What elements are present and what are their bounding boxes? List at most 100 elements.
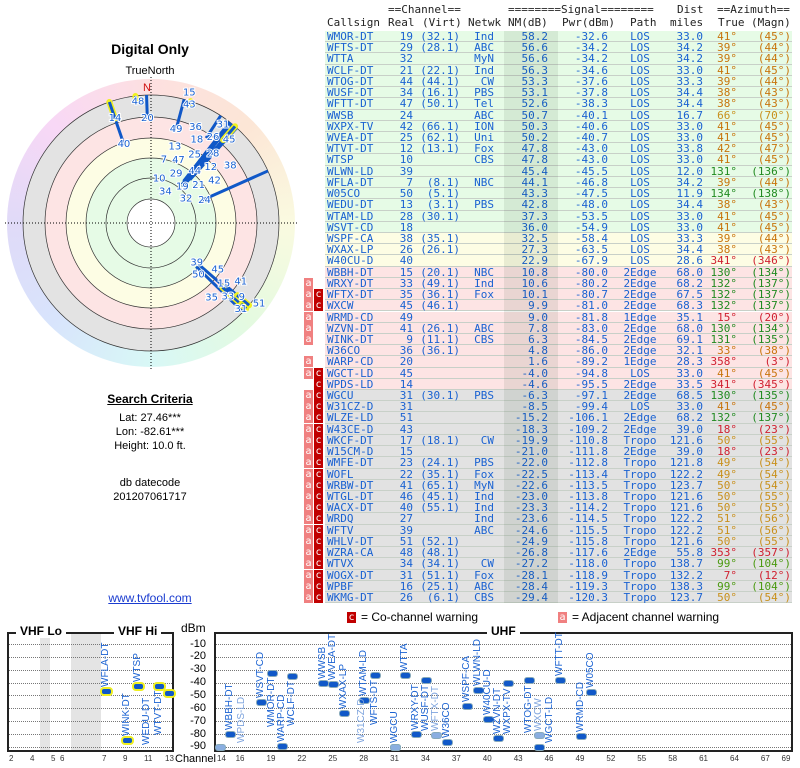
table-row[interactable]: WLZE-LD 51 -15.2 -106.1 2Edge 68.2 132° (137°) <box>325 411 792 425</box>
adjacent-channel-flag: a <box>304 535 313 547</box>
table-row[interactable]: WVEA-DT 25 (62.1) Uni 50.2 -40.7 LOS 33.0 41° (45… <box>325 131 792 144</box>
db-datecode-value: 201207061717 <box>113 491 187 503</box>
vhf-gap-band <box>40 634 50 750</box>
station-bearing-line <box>224 125 237 138</box>
table-row[interactable]: W31CZ-D 31 -8.5 -99.4 LOS 33.0 41° (45°) <box>325 401 792 413</box>
real-channel: 9 <box>406 332 413 346</box>
header-path: Path <box>630 16 657 29</box>
table-row[interactable]: WWSB 24 ABC 50.7 -40.1 LOS 16.7 66° (70°) <box>325 109 792 121</box>
table-row[interactable]: WLWN-LD 39 45.4 -45.5 LOS 12.0 131° (136°) <box>325 164 792 178</box>
table-row[interactable]: WMOR-DT 19 (32.1) Ind 58.2 -32.6 LOS 33.0 41° (45… <box>325 30 792 43</box>
table-row[interactable]: WRMD-CD 49 9.0 -81.8 1Edge 35.1 15° (20°) <box>325 311 792 323</box>
path-type: LOS <box>630 74 650 88</box>
co-channel-flag: c <box>314 535 323 547</box>
table-row[interactable]: WUSF-DT 34 (16.1) PBS 53.1 -37.8 LOS 34.4 38° (43… <box>325 87 792 99</box>
signal-bar-label: WMOR-DT <box>265 677 277 728</box>
path-type: LOS <box>630 41 650 55</box>
table-row[interactable]: WOGX-DT 31 (51.1) Fox -28.1 -118.9 Tropo 132.2 7… <box>325 569 792 581</box>
table-row[interactable]: WEDU-DT 13 (3.1) PBS 42.8 -48.0 LOS 34.4 38° (43°… <box>325 199 792 211</box>
table-row[interactable]: WZVN-DT 41 (26.1) ABC 7.8 -83.0 2Edge 68.0 130° (… <box>325 322 792 334</box>
table-row[interactable]: WXPX-TV 42 (66.1) ION 50.3 -40.6 LOS 33.0 41° (45… <box>325 120 792 132</box>
search-criteria-heading: Search Criteria <box>107 392 193 406</box>
signal-bar <box>319 680 328 686</box>
co-channel-flag: c <box>314 524 323 536</box>
azimuth-true: 50° <box>717 478 737 492</box>
table-row[interactable]: WTVT-DT 12 (13.1) Fox 47.8 -43.0 LOS 33.8 42° (47… <box>325 143 792 155</box>
table-row[interactable]: WTVX 34 (34.1) CW -27.2 -118.0 Tropo 138.7 99° (1… <box>325 557 792 571</box>
table-row[interactable]: WFLA-DT 7 (8.1) NBC 44.1 -46.8 LOS 34.2 39° (44°) <box>325 175 792 189</box>
path-type: 2Edge <box>623 445 657 459</box>
table-row[interactable]: WTAM-LD 28 (30.1) 37.3 -53.5 LOS 33.0 41° (45°) <box>325 210 792 222</box>
azimuth-true: 50° <box>717 433 737 447</box>
path-type: Tropo <box>623 523 657 537</box>
path-type: LOS <box>630 164 650 178</box>
table-row[interactable]: WXAX-LP 26 (26.1) 27.3 -63.5 LOS 34.4 38° (43°) <box>325 244 792 256</box>
signal-bar <box>165 690 174 696</box>
station-channel-label: 48 <box>132 97 145 108</box>
network: NBC <box>474 175 494 189</box>
table-row[interactable]: WZRA-CA 48 (48.1) -26.8 -117.6 2Edge 55.8 353° (… <box>325 547 792 559</box>
table-row[interactable]: WTOG-DT 44 (44.1) CW 53.3 -37.6 LOS 33.3 39° (44°… <box>325 74 792 88</box>
table-row[interactable]: W43CE-D 43 -18.3 -109.2 2Edge 39.0 18° (23°) <box>325 422 792 436</box>
station-callsign: WGCU <box>327 389 354 403</box>
real-channel: 15 <box>399 265 413 279</box>
power-dbm: -32.6 <box>574 30 608 43</box>
table-row[interactable]: WKCF-DT 17 (18.1) CW -19.9 -110.8 Tropo 121.6 50… <box>325 433 792 447</box>
header-magn: (Magn) <box>751 16 791 29</box>
table-row[interactable]: W40CU-D 40 22.9 -67.9 LOS 28.6 341° (346°) <box>325 255 792 267</box>
table-row[interactable]: WFTS-DT 29 (28.1) ABC 56.6 -34.2 LOS 34.2 39° (44… <box>325 41 792 55</box>
signal-bar-label: WRXY-DT <box>409 684 421 731</box>
table-row[interactable]: WSPF-CA 38 (35.1) 32.5 -58.4 LOS 33.3 39° (44°) <box>325 231 792 245</box>
distance-miles: 138.3 <box>669 579 703 593</box>
table-row[interactable]: WRDQ 27 Ind -23.6 -114.5 Tropo 122.2 51° (56°) <box>325 513 792 525</box>
tvfool-link[interactable]: www.tvfool.com <box>108 591 192 605</box>
nm-db: -24.6 <box>514 523 548 537</box>
table-row[interactable]: WHLV-DT 51 (52.1) -24.9 -115.8 Tropo 121.6 50° (… <box>325 535 792 548</box>
table-row[interactable]: WGCU 31 (30.1) PBS -6.3 -97.1 2Edge 68.5 130° (13… <box>325 389 792 403</box>
table-row[interactable]: WRBW-DT 41 (65.1) MyN -22.6 -113.5 Tropo 123.7 5… <box>325 478 792 492</box>
table-row[interactable]: W05CO 50 (5.1) 43.3 -47.5 LOS 11.9 134° (138°) <box>325 188 792 200</box>
nm-db: -18.3 <box>514 422 548 436</box>
table-row[interactable]: WARP-CD 20 1.6 -89.2 1Edge 28.3 358° (3°) <box>325 356 792 368</box>
real-channel: 38 <box>399 231 413 245</box>
station-channel-label: 29 <box>170 169 183 180</box>
table-row[interactable]: WBBH-DT 15 (20.1) NBC 10.8 -80.0 2Edge 68.0 130°… <box>325 265 792 279</box>
table-row[interactable]: WCLF-DT 21 (22.1) Ind 56.3 -34.6 LOS 33.0 41° (45… <box>325 64 792 76</box>
network: MyN <box>474 478 494 492</box>
power-dbm: -97.1 <box>574 389 608 403</box>
network: Fox <box>474 467 494 481</box>
table-row[interactable]: WMFE-DT 23 (24.1) PBS -22.0 -112.8 Tropo 121.8 4… <box>325 457 792 469</box>
table-row[interactable]: WRXY-DT 33 (49.1) Ind 10.6 -80.2 2Edge 68.2 132°… <box>325 277 792 290</box>
azimuth-true: 341° <box>710 377 738 391</box>
table-row[interactable]: WKMG-DT 26 (6.1) CBS -29.4 -120.3 Tropo 123.7 50… <box>325 592 792 604</box>
nm-db: -15.2 <box>514 411 548 425</box>
station-callsign: WXCW <box>327 299 354 313</box>
table-row[interactable]: WPBF 16 (25.1) ABC -28.4 -119.3 Tropo 138.3 99° (… <box>325 579 792 593</box>
table-row[interactable]: WGCT-LD 45 -4.0 -94.8 LOS 33.0 41° (45°) <box>325 367 792 379</box>
path-type: Tropo <box>623 557 657 571</box>
network: Tel <box>474 97 494 111</box>
table-row[interactable]: WTSP 10 CBS 47.8 -43.0 LOS 33.0 41° (45°) <box>325 154 792 166</box>
distance-miles: 34.2 <box>676 52 704 66</box>
table-row[interactable]: WXCW 45 (46.1) 9.9 -81.0 2Edge 68.3 132° (137°) <box>325 299 792 313</box>
network: Ind <box>474 490 494 504</box>
station-channel-label: 19 <box>176 181 189 192</box>
table-row[interactable]: WFTT-DT 47 (50.1) Tel 52.6 -38.3 LOS 34.4 38° (43… <box>325 97 792 111</box>
table-row[interactable]: WACX-DT 40 (55.1) Ind -23.3 -114.2 Tropo 121.6 5… <box>325 502 792 514</box>
table-row[interactable]: WINK-DT 9 (11.1) CBS 6.3 -84.5 2Edge 69.1 131° (1… <box>325 332 792 346</box>
table-row[interactable]: WPDS-LD 14 -4.6 -95.5 2Edge 33.5 341° (345°) <box>325 377 792 391</box>
table-row[interactable]: WFTX-DT 35 (36.1) Fox 10.1 -80.7 2Edge 67.5 132°… <box>325 289 792 301</box>
table-row[interactable]: WTGL-DT 46 (45.1) Ind -23.0 -113.8 Tropo 121.6 5… <box>325 490 792 504</box>
table-row[interactable]: WSVT-CD 18 36.0 -54.9 LOS 33.0 41° (45°) <box>325 221 792 233</box>
azimuth-magnetic: (104°) <box>751 557 791 571</box>
table-row[interactable]: W15CM-D 15 -21.0 -111.8 2Edge 39.0 18° (23°) <box>325 445 792 459</box>
table-row[interactable]: WOFL 22 (35.1) Fox -22.5 -113.4 Tropo 122.2 49° (… <box>325 467 792 481</box>
adjacent-channel-flag: a <box>304 277 313 289</box>
signal-bar-label: WXPX-TV <box>502 688 514 735</box>
table-row[interactable]: WFTV 39 ABC -24.6 -115.5 Tropo 122.2 51° (56°) <box>325 523 792 537</box>
azimuth-magnetic: (23°) <box>757 422 791 436</box>
path-type: LOS <box>630 231 650 245</box>
header-channel-group: ==Channel== <box>388 3 461 16</box>
table-row[interactable]: WTTA 32 MyN 56.6 -34.2 LOS 34.2 39° (44°) <box>325 52 792 66</box>
table-row[interactable]: W36CO 36 (36.1) 4.8 -86.0 2Edge 32.1 33° (38°) <box>325 345 792 357</box>
